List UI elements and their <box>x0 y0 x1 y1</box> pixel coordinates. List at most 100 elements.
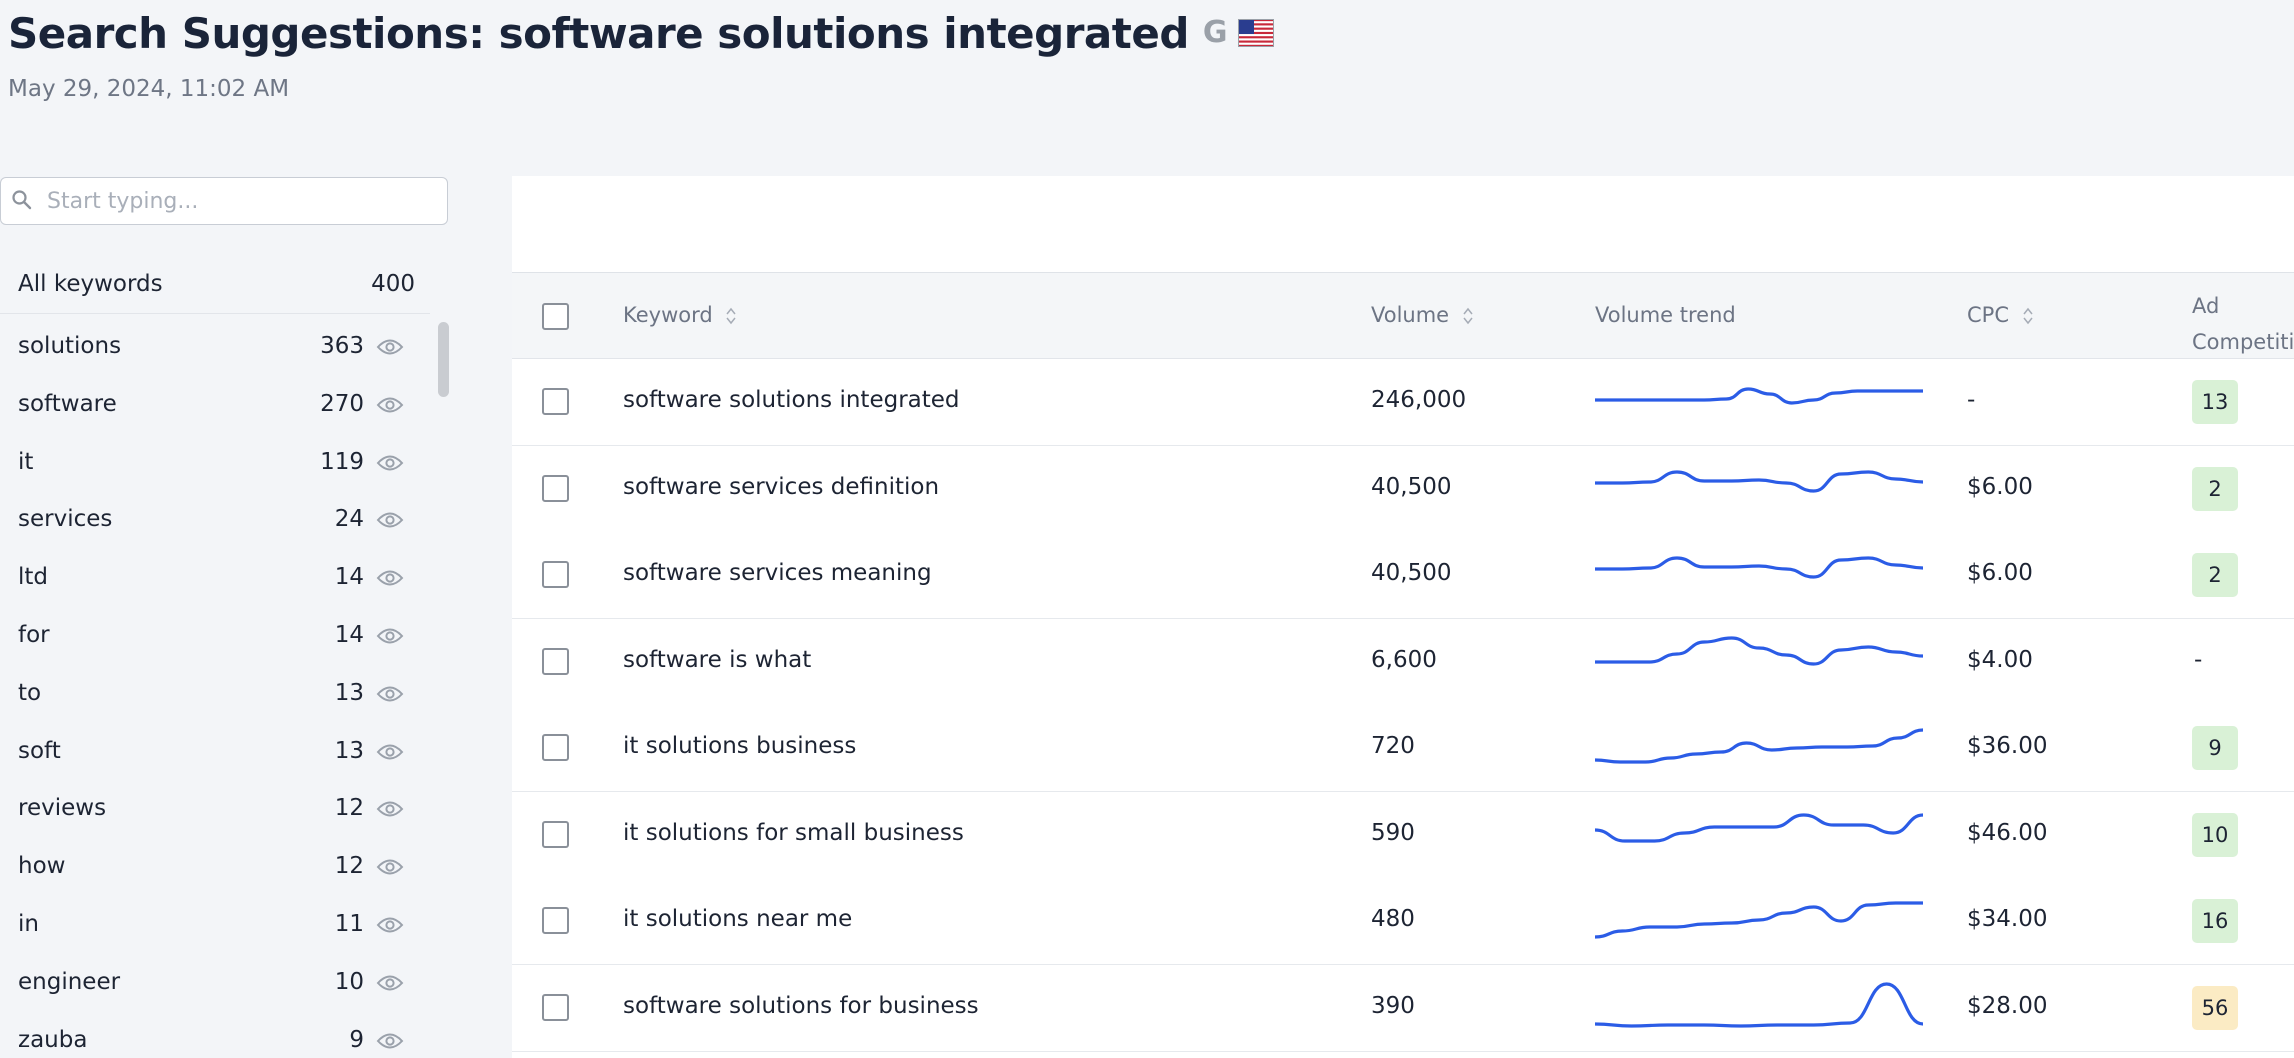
keyword-group-item[interactable]: solutions 363 <box>0 320 430 378</box>
eye-icon[interactable] <box>376 857 404 877</box>
cpc-cell: $4.00 <box>1967 646 2033 673</box>
ad-competition-badge: 2 <box>2192 466 2238 511</box>
keyword-group-item[interactable]: soft 13 <box>0 725 430 783</box>
ad-competition-badge: 13 <box>2192 380 2238 424</box>
keyword-group-item[interactable]: to 13 <box>0 667 430 725</box>
row-checkbox[interactable] <box>542 388 569 415</box>
keyword-group-label: it <box>18 448 34 475</box>
sparkline-path <box>1595 901 1923 939</box>
keyword-group-item[interactable]: engineer 10 <box>0 956 430 1014</box>
eye-icon[interactable] <box>376 742 404 762</box>
column-cpc-label: CPC <box>1967 303 2009 327</box>
keyword-group-label: to <box>18 679 42 706</box>
sort-icon <box>1463 307 1473 325</box>
row-checkbox[interactable] <box>542 993 569 1021</box>
cpc-cell: $6.00 <box>1967 560 2033 586</box>
keyword-group-label: reviews <box>18 795 107 822</box>
keyword-cell[interactable]: software solutions for business <box>623 992 979 1019</box>
keyword-group-item[interactable]: services 24 <box>0 493 430 551</box>
keyword-cell[interactable]: it solutions for small business <box>623 819 964 846</box>
keyword-cell[interactable]: software services meaning <box>623 560 932 586</box>
keyword-group-label: ltd <box>18 564 49 591</box>
column-ad-label-line2: Competiti <box>2192 330 2294 354</box>
keyword-filter-search[interactable] <box>0 177 448 225</box>
keyword-group-item[interactable]: how 12 <box>0 840 430 898</box>
sparkline-path <box>1595 469 1923 493</box>
ad-competition-empty: - <box>2194 646 2203 673</box>
keyword-group-item[interactable]: reviews 12 <box>0 782 430 840</box>
keyword-group-list: solutions 363 software 270 it 119 services 24 lt… <box>0 320 430 1058</box>
table-row: software is what 6,600 $4.00 - <box>512 618 2294 706</box>
eye-icon[interactable] <box>376 1031 404 1051</box>
keyword-group-label: solutions <box>18 333 122 359</box>
keyword-group-count: 13 <box>334 737 364 764</box>
eye-icon[interactable] <box>376 395 404 415</box>
keyword-cell[interactable]: it solutions near me <box>623 906 853 932</box>
all-keywords-count: 400 <box>371 271 415 297</box>
column-keyword-header[interactable]: Keyword <box>623 303 737 327</box>
search-input[interactable] <box>45 178 439 225</box>
row-checkbox[interactable] <box>542 907 569 934</box>
volume-trend-sparkline <box>1595 556 1923 579</box>
volume-trend-sparkline <box>1595 635 1923 666</box>
table-row: it solutions for small business 590 $46.00… <box>512 791 2294 879</box>
sidebar-scrollbar[interactable] <box>438 322 449 397</box>
column-trend-label: Volume trend <box>1595 303 1736 327</box>
eye-icon[interactable] <box>376 799 404 819</box>
cpc-cell: $36.00 <box>1967 733 2048 759</box>
eye-icon[interactable] <box>376 337 404 357</box>
row-checkbox[interactable] <box>542 734 569 761</box>
table-row: it solutions near me 480 $34.00 16 <box>512 878 2294 965</box>
keyword-cell[interactable]: software is what <box>623 646 812 673</box>
cpc-cell: $28.00 <box>1967 992 2048 1019</box>
us-flag-icon <box>1237 19 1274 47</box>
keyword-group-item[interactable]: zauba 9 <box>0 1014 430 1058</box>
row-checkbox[interactable] <box>542 647 569 675</box>
keyword-group-label: software <box>18 390 117 417</box>
eye-icon[interactable] <box>376 626 404 646</box>
sort-icon <box>726 307 736 325</box>
row-checkbox[interactable] <box>542 561 569 588</box>
all-keywords-label: All keywords <box>18 271 163 297</box>
keyword-group-item[interactable]: ltd 14 <box>0 551 430 609</box>
eye-icon[interactable] <box>376 568 404 588</box>
ad-competition-badge: 56 <box>2192 985 2238 1030</box>
cpc-cell: $46.00 <box>1967 819 2048 846</box>
column-volume-header[interactable]: Volume <box>1371 303 1474 327</box>
row-checkbox[interactable] <box>542 820 569 848</box>
results-panel: Keyword Volume Volume trend CPC Ad Compe… <box>512 176 2294 1058</box>
keyword-group-item[interactable]: it 119 <box>0 436 430 494</box>
ad-competition-badge: 2 <box>2192 553 2238 597</box>
keyword-group-item[interactable]: software 270 <box>0 378 430 436</box>
eye-icon[interactable] <box>376 915 404 935</box>
eye-icon[interactable] <box>376 453 404 473</box>
eye-icon[interactable] <box>376 510 404 530</box>
keyword-group-count: 119 <box>320 448 364 475</box>
column-ad-competition-header[interactable]: Ad Competiti <box>2192 288 2294 360</box>
select-all-checkbox[interactable] <box>542 303 569 330</box>
volume-cell: 246,000 <box>1371 387 1467 413</box>
volume-cell: 390 <box>1371 992 1415 1019</box>
table-row: software solutions for business 390 $28.00… <box>512 964 2294 1052</box>
eye-icon[interactable] <box>376 973 404 993</box>
keyword-group-label: services <box>18 506 113 533</box>
keyword-group-count: 24 <box>334 506 364 533</box>
keyword-group-count: 10 <box>334 968 364 995</box>
column-cpc-header[interactable]: CPC <box>1967 303 2034 327</box>
eye-icon[interactable] <box>376 684 404 704</box>
volume-trend-sparkline <box>1595 812 1923 843</box>
keyword-group-count: 9 <box>349 1026 364 1053</box>
table-row: software solutions integrated 246,000 - 13 <box>512 359 2294 446</box>
keyword-cell[interactable]: software solutions integrated <box>623 387 960 413</box>
keyword-group-count: 13 <box>334 679 364 706</box>
volume-cell: 6,600 <box>1371 646 1437 673</box>
keyword-group-item[interactable]: in 11 <box>0 898 430 956</box>
keyword-group-item[interactable]: for 14 <box>0 609 430 667</box>
panel-toolbar <box>512 176 2294 274</box>
keyword-cell[interactable]: software services definition <box>623 473 940 500</box>
all-keywords-item[interactable]: All keywords 400 <box>0 257 430 314</box>
row-checkbox[interactable] <box>542 474 569 502</box>
sparkline-path <box>1595 635 1923 666</box>
keyword-cell[interactable]: it solutions business <box>623 733 857 759</box>
cpc-cell: $6.00 <box>1967 473 2033 500</box>
